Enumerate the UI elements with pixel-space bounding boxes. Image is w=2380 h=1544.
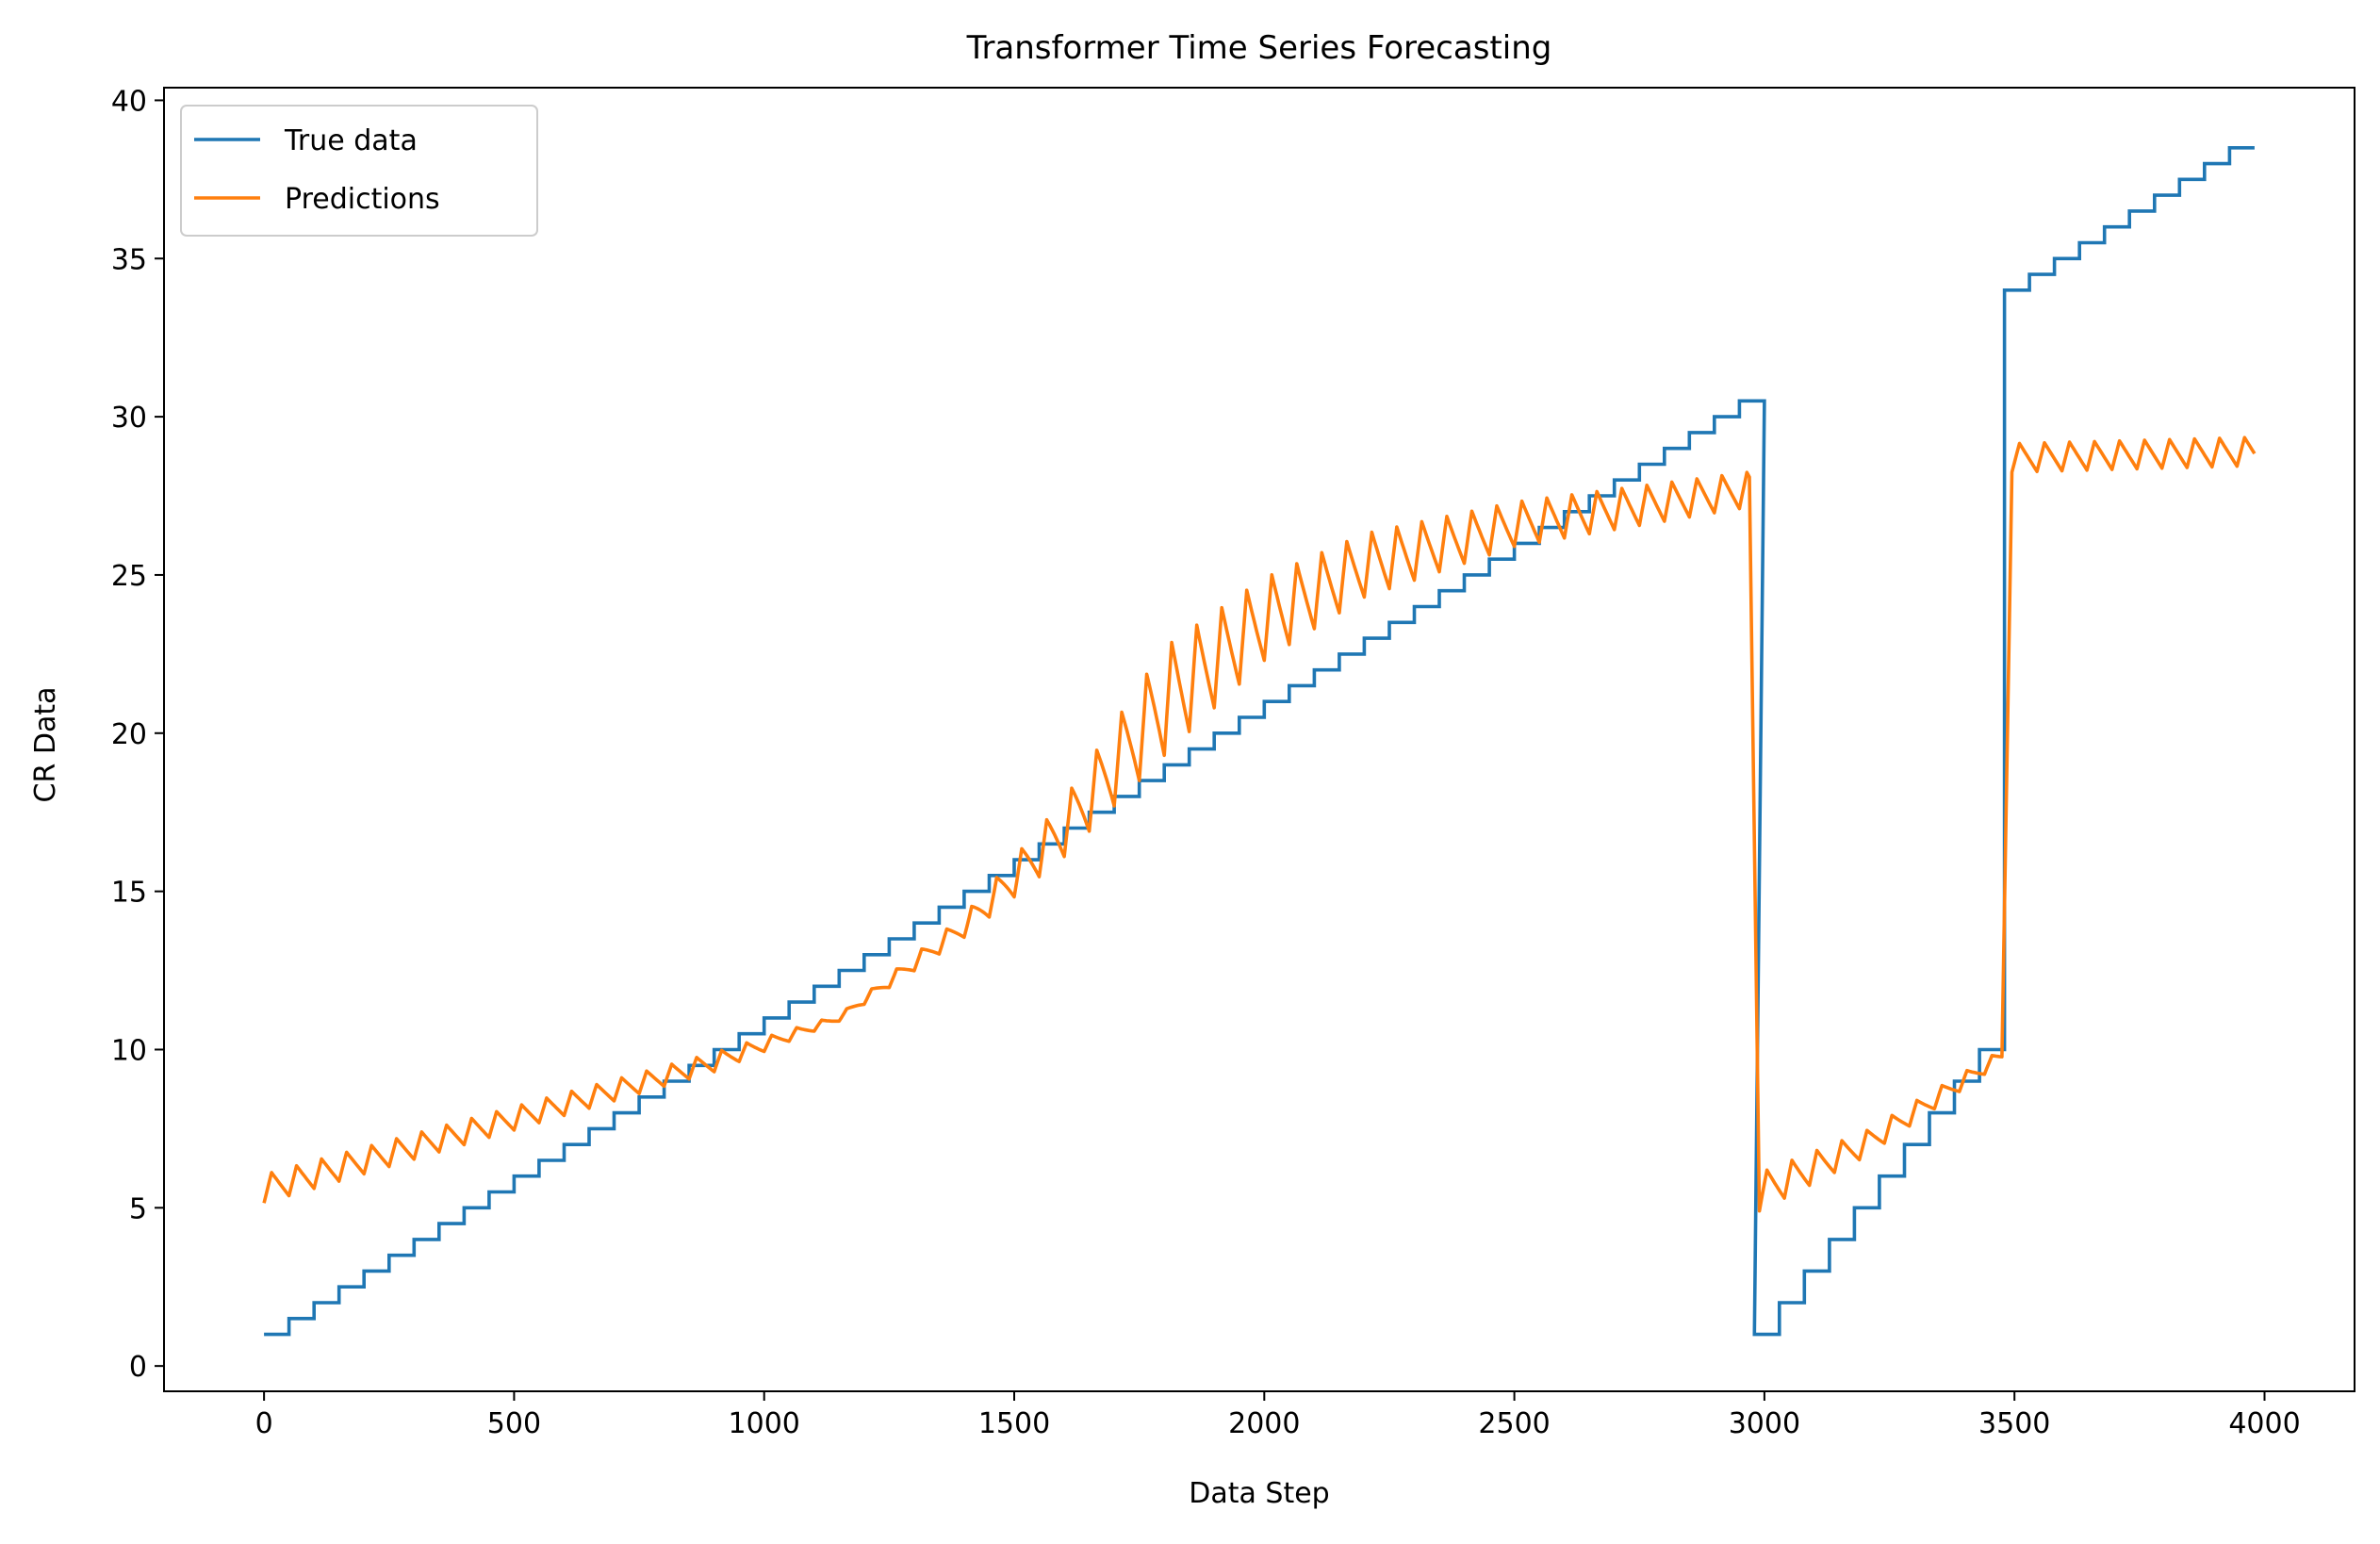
- x-axis-label: Data Step: [1189, 1477, 1329, 1510]
- x-tick-label: 500: [487, 1407, 541, 1440]
- y-tick-label: 25: [111, 560, 147, 593]
- y-tick-label: 35: [111, 243, 147, 276]
- legend-label: True data: [284, 124, 418, 157]
- y-tick-label: 40: [111, 85, 147, 118]
- axes-frame: [163, 87, 2355, 1392]
- y-tick-label: 15: [111, 877, 147, 910]
- y-tick-label: 30: [111, 402, 147, 435]
- x-tick-label: 2000: [1228, 1407, 1300, 1440]
- x-tick-label: 3000: [1729, 1407, 1800, 1440]
- x-tick-label: 3500: [1978, 1407, 2050, 1440]
- y-tick-label: 5: [129, 1192, 147, 1225]
- x-tick-label: 1500: [978, 1407, 1050, 1440]
- plot-area: 0 500 1000 1500 2000 2500 3000 3500 4000 0 5 10 15 20…: [111, 85, 2355, 1440]
- legend: True data Predictions: [180, 105, 538, 237]
- x-tick-label: 4000: [2228, 1407, 2300, 1440]
- x-tick-label: 2500: [1478, 1407, 1550, 1440]
- chart-title: Transformer Time Series Forecasting: [966, 29, 1552, 67]
- series-predictions-line: [262, 435, 2257, 1213]
- y-tick-label: 0: [129, 1351, 147, 1384]
- legend-label: Predictions: [285, 183, 440, 216]
- x-tick-label: 1000: [729, 1407, 800, 1440]
- series-true-data-line: [264, 146, 2255, 1337]
- legend-box: [180, 105, 538, 237]
- x-tick-label: 0: [255, 1407, 273, 1440]
- y-axis-label: CR Data: [29, 687, 62, 803]
- y-tick-label: 10: [111, 1034, 147, 1067]
- y-tick-label: 20: [111, 718, 147, 751]
